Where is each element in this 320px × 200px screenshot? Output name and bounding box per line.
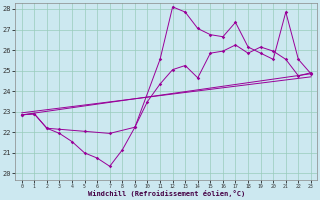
X-axis label: Windchill (Refroidissement éolien,°C): Windchill (Refroidissement éolien,°C) — [88, 190, 245, 197]
